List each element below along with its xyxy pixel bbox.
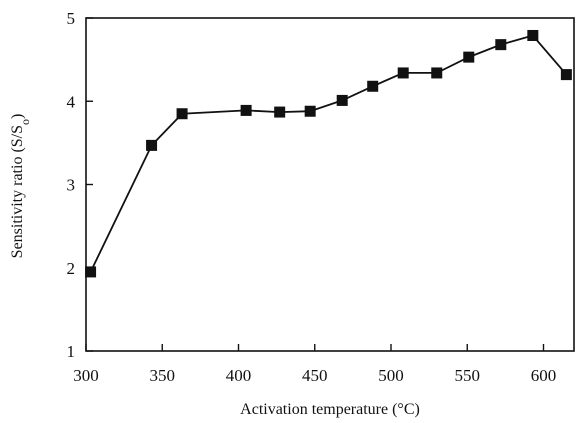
y-axis-title: Sensitivity ratio (S/So) (9, 114, 32, 259)
y-axis-title-close: ) (9, 114, 26, 119)
x-tick-label: 500 (378, 366, 404, 385)
y-tick-label: 5 (67, 9, 76, 28)
data-point-marker (304, 105, 316, 117)
data-point-marker (336, 94, 348, 106)
data-series (85, 29, 572, 278)
data-point-marker (527, 29, 539, 41)
x-axis-ticks: 300 350 400 450 500 550 600 (73, 344, 556, 385)
x-tick-label: 400 (226, 366, 252, 385)
plot-frame (85, 17, 575, 352)
x-tick-label: 300 (73, 366, 99, 385)
y-axis-title-subscript: o (18, 119, 32, 125)
x-tick-label: 450 (302, 366, 328, 385)
data-point-marker (240, 104, 252, 116)
y-tick-label: 4 (67, 92, 76, 111)
x-tick-label: 350 (150, 366, 176, 385)
data-point-marker (146, 139, 158, 151)
data-point-marker (85, 266, 97, 278)
y-axis-title-main: Sensitivity ratio (S/S (9, 125, 26, 258)
data-point-marker (274, 106, 286, 118)
data-point-marker (367, 80, 379, 92)
y-tick-label: 3 (67, 176, 76, 195)
data-point-marker (176, 108, 188, 120)
y-tick-label: 2 (67, 259, 76, 278)
data-point-marker (560, 69, 572, 81)
data-point-marker (397, 67, 409, 79)
y-axis-ticks: 1 2 3 4 5 (67, 9, 93, 361)
x-tick-label: 600 (531, 366, 557, 385)
series-line (89, 34, 568, 273)
x-axis-title: Activation temperature (°C) (240, 401, 420, 418)
data-point-marker (495, 39, 507, 51)
data-point-marker (463, 51, 475, 63)
data-point-marker (431, 67, 443, 79)
y-tick-label: 1 (67, 342, 76, 361)
x-tick-label: 550 (455, 366, 481, 385)
